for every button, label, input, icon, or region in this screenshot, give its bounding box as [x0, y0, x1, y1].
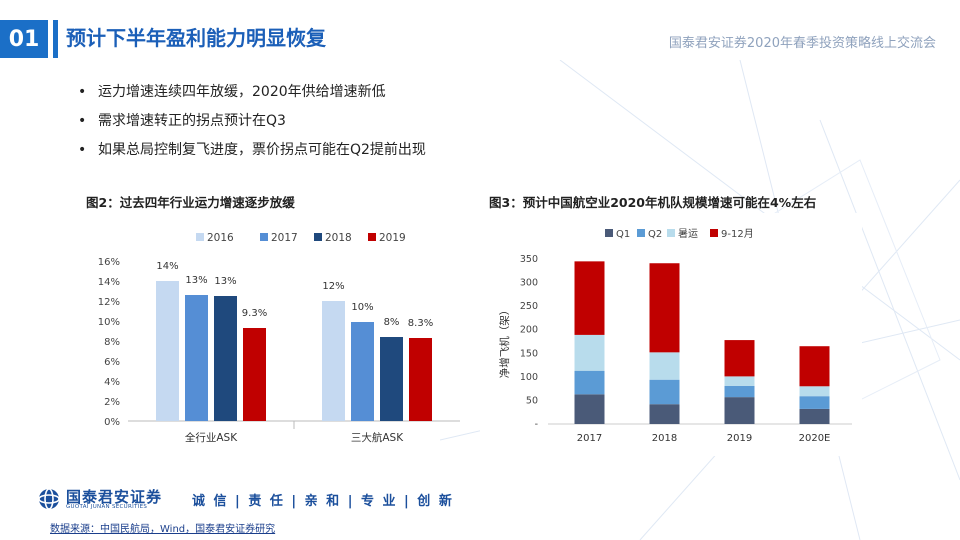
x-category-label: 2019 — [727, 433, 752, 444]
legend-swatch — [196, 233, 204, 241]
logo-mark-icon — [38, 488, 60, 510]
y-tick-label: 16% — [98, 257, 120, 268]
y-tick-label: 4% — [104, 377, 120, 388]
x-category-label: 2018 — [652, 433, 677, 444]
data-label: 13% — [185, 275, 207, 286]
bullet-text: 需求增速转正的拐点预计在Q3 — [98, 113, 286, 129]
bar-segment — [799, 408, 830, 424]
legend-label: 9-12月 — [721, 228, 754, 240]
bar-segment — [724, 376, 755, 386]
title-accent-bar — [53, 20, 58, 58]
bar-segment — [799, 386, 830, 397]
y-tick-label: 100 — [520, 372, 538, 383]
section-number: 01 — [0, 20, 48, 58]
bar-segment — [574, 394, 605, 424]
data-label: 9.3% — [242, 308, 267, 319]
legend-label: 2017 — [271, 232, 298, 244]
bar-segment — [724, 385, 755, 398]
event-name: 国泰君安证券2020年春季投资策略线上交流会 — [668, 36, 936, 51]
legend-label: 2019 — [379, 232, 406, 244]
legend-label: 2018 — [325, 232, 352, 244]
bar — [156, 281, 179, 421]
y-tick-label: 8% — [104, 337, 120, 348]
bullet-text: 运力增速连续四年放缓，2020年供给增速新低 — [98, 84, 386, 100]
legend-swatch — [710, 229, 718, 237]
legend-swatch — [667, 229, 675, 237]
legend-label: 2016 — [207, 232, 234, 244]
bar-segment — [574, 261, 605, 335]
y-tick-label: 14% — [98, 277, 120, 288]
bullet-dot-icon: • — [78, 84, 87, 100]
y-axis-label: 净增飞机（架） — [498, 305, 511, 379]
y-tick-label: 2% — [104, 397, 120, 408]
x-category-label: 三大航ASK — [351, 431, 404, 444]
bar — [214, 296, 237, 421]
fleet-growth-chart: Q1 Q2 暑运 9-12月 - 50 100 150 200 250 300 350 净增飞机（架） 2… — [480, 213, 862, 456]
figure-3-title: 图3：预计中国航空业2020年机队规模增速可能在4%左右 — [489, 195, 817, 210]
legend-swatch — [368, 233, 376, 241]
bar-segment — [799, 396, 830, 409]
x-category-label: 2020E — [799, 433, 831, 444]
data-label: 8% — [384, 317, 400, 328]
legend-label: Q2 — [648, 229, 662, 240]
y-tick-label: 10% — [98, 317, 120, 328]
slide-header: 01 预计下半年盈利能力明显恢复 国泰君安证券2020年春季投资策略线上交流会 — [0, 14, 960, 66]
bullet-item: • 如果总局控制复飞进度，票价拐点可能在Q2提前出现 — [78, 136, 426, 165]
key-points-list: • 运力增速连续四年放缓，2020年供给增速新低 • 需求增速转正的拐点预计在Q3 … — [78, 78, 426, 165]
bar-segment — [724, 340, 755, 377]
bar — [351, 322, 374, 421]
legend-label: Q1 — [616, 229, 630, 240]
bar — [322, 301, 345, 421]
bar-segment — [724, 397, 755, 424]
y-tick-label: 350 — [520, 254, 538, 265]
company-slogan: 诚 信 | 责 任 | 亲 和 | 专 业 | 创 新 — [192, 494, 454, 509]
bar — [380, 337, 403, 421]
data-source-note: 数据来源：中国民航局，Wind，国泰君安证券研究 — [50, 524, 276, 535]
bullet-item: • 运力增速连续四年放缓，2020年供给增速新低 — [78, 78, 426, 107]
figure-2-title: 图2：过去四年行业运力增速逐步放缓 — [86, 195, 295, 210]
bullet-dot-icon: • — [78, 113, 87, 129]
y-tick-label: 6% — [104, 357, 120, 368]
bar-segment — [649, 379, 680, 405]
y-tick-label: 150 — [520, 348, 538, 359]
bar — [409, 338, 432, 421]
bar-segment — [649, 263, 680, 353]
legend-swatch — [605, 229, 613, 237]
y-tick-label: 250 — [520, 301, 538, 312]
data-label: 13% — [214, 276, 236, 287]
x-category-label: 全行业ASK — [185, 431, 238, 444]
data-label: 12% — [322, 281, 344, 292]
bar-segment — [799, 346, 830, 387]
y-tick-label: 0% — [104, 417, 120, 428]
bar — [243, 328, 266, 421]
bullet-item: • 需求增速转正的拐点预计在Q3 — [78, 107, 426, 136]
y-tick-label: - — [535, 419, 538, 430]
slide-title: 预计下半年盈利能力明显恢复 — [66, 26, 326, 50]
bar-segment — [574, 370, 605, 395]
data-label: 10% — [351, 302, 373, 313]
bullet-dot-icon: • — [78, 142, 87, 158]
y-tick-label: 12% — [98, 297, 120, 308]
y-tick-label: 200 — [520, 325, 538, 336]
logo-english-name: GUOTAI JUNAN SECURITIES — [66, 504, 148, 510]
x-category-label: 2017 — [577, 433, 602, 444]
logo-chinese-name: 国泰君安证券 — [66, 488, 163, 506]
data-label: 8.3% — [408, 318, 433, 329]
legend-label: 暑运 — [678, 228, 698, 240]
company-logo: 国泰君安证券 GUOTAI JUNAN SECURITIES — [38, 486, 178, 512]
y-tick-label: 300 — [520, 278, 538, 289]
y-tick-label: 50 — [526, 395, 538, 406]
bar-segment — [649, 352, 680, 380]
bar — [185, 295, 208, 421]
bar-segment — [574, 334, 605, 371]
legend-swatch — [260, 233, 268, 241]
bullet-text: 如果总局控制复飞进度，票价拐点可能在Q2提前出现 — [98, 142, 426, 158]
capacity-growth-chart: 2016 2017 2018 2019 0% 2% 4% 6% 8% 10% 12% 14% 16% 14… — [98, 232, 460, 444]
data-label: 14% — [156, 261, 178, 272]
legend-swatch — [637, 229, 645, 237]
legend-swatch — [314, 233, 322, 241]
bar-segment — [649, 404, 680, 424]
